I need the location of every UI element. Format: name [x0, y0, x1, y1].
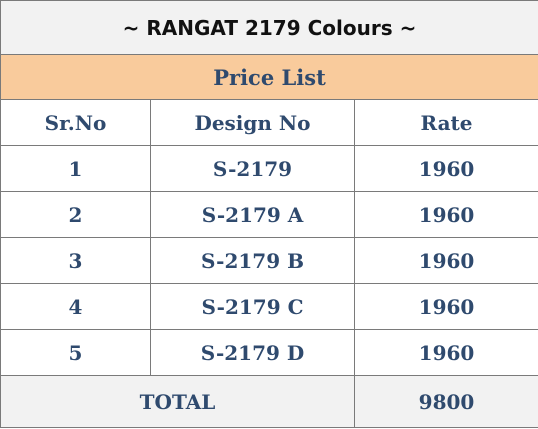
cell-sr-no: 5 — [0, 329, 151, 376]
header-row: Sr.No Design No Rate — [0, 99, 538, 146]
table-row: 2 S-2179 A 1960 — [0, 191, 538, 238]
cell-rate: 1960 — [354, 145, 538, 192]
table-row: 3 S-2179 B 1960 — [0, 237, 538, 284]
column-header-rate: Rate — [354, 99, 538, 146]
cell-design-no: S-2179 B — [150, 237, 355, 284]
total-value: 9800 — [354, 375, 538, 428]
cell-rate: 1960 — [354, 283, 538, 330]
subtitle-row: Price List — [0, 54, 538, 100]
table-title: ~ RANGAT 2179 Colours ~ — [0, 0, 538, 55]
cell-sr-no: 2 — [0, 191, 151, 238]
column-header-sr-no: Sr.No — [0, 99, 151, 146]
title-row: ~ RANGAT 2179 Colours ~ — [0, 0, 538, 55]
cell-design-no: S-2179 D — [150, 329, 355, 376]
cell-rate: 1960 — [354, 237, 538, 284]
cell-design-no: S-2179 — [150, 145, 355, 192]
price-list-heading: Price List — [0, 54, 538, 100]
table-row: 5 S-2179 D 1960 — [0, 329, 538, 376]
table-row: 1 S-2179 1960 — [0, 145, 538, 192]
column-header-design-no: Design No — [150, 99, 355, 146]
cell-sr-no: 4 — [0, 283, 151, 330]
cell-design-no: S-2179 A — [150, 191, 355, 238]
cell-design-no: S-2179 C — [150, 283, 355, 330]
cell-rate: 1960 — [354, 329, 538, 376]
cell-rate: 1960 — [354, 191, 538, 238]
table-row: 4 S-2179 C 1960 — [0, 283, 538, 330]
total-row: TOTAL 9800 — [0, 375, 538, 428]
cell-sr-no: 1 — [0, 145, 151, 192]
total-label: TOTAL — [0, 375, 355, 428]
cell-sr-no: 3 — [0, 237, 151, 284]
